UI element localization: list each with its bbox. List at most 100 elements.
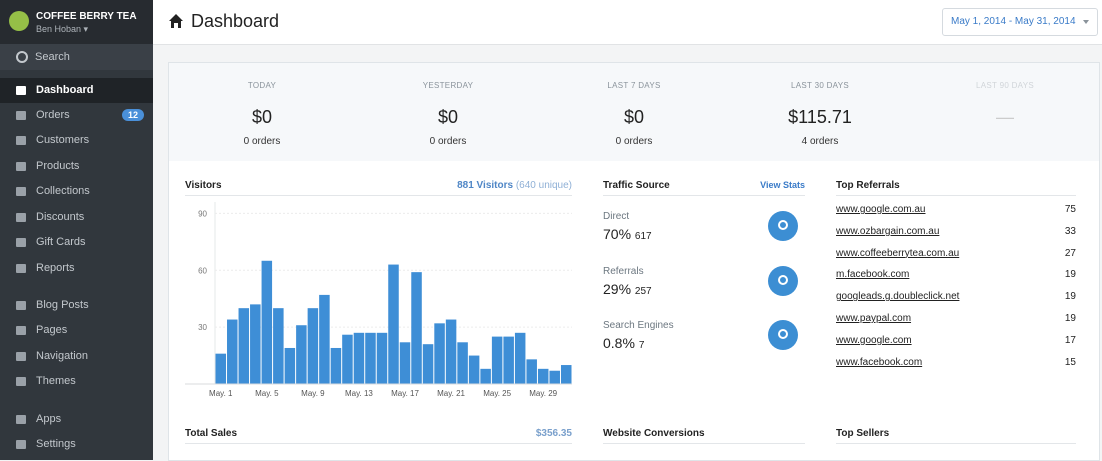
referral-site[interactable]: www.ozbargain.com.au xyxy=(836,225,940,237)
nav-item[interactable]: Pages xyxy=(0,318,153,343)
visitors-summary: 881 Visitors (640 unique) xyxy=(457,180,572,191)
source-count: 7 xyxy=(638,340,645,351)
x-tick-label: May. 25 xyxy=(483,389,511,398)
bar xyxy=(503,336,514,384)
source-percent: 70% xyxy=(603,226,632,242)
referral-site[interactable]: www.coffeeberrytea.com.au xyxy=(836,247,960,259)
referral-count: 19 xyxy=(1064,269,1076,281)
nav-icon xyxy=(16,352,26,361)
stat-orders: 0 orders xyxy=(243,136,281,147)
date-range: May 1, 2014 - May 31, 2014 xyxy=(951,16,1076,27)
divider xyxy=(603,443,805,444)
stat-value: $0 xyxy=(623,107,645,127)
store-header[interactable]: COFFEE BERRY TEA Ben Hoban ▾ xyxy=(0,0,153,44)
nav-item[interactable]: Gift Cards xyxy=(0,230,153,255)
nav-item[interactable]: Themes xyxy=(0,369,153,394)
bar xyxy=(491,336,503,384)
nav-item[interactable]: Collections xyxy=(0,179,153,204)
stat-period: LAST 90 DAYS xyxy=(976,81,1034,90)
bar xyxy=(422,344,434,384)
conversions-title: Website Conversions xyxy=(603,428,705,439)
bar xyxy=(284,347,296,384)
source-icon[interactable] xyxy=(768,265,798,296)
nav-label: Collections xyxy=(36,185,90,197)
bar xyxy=(250,304,261,384)
bar xyxy=(468,355,480,384)
source-stat: 0.8% 7 xyxy=(603,335,644,351)
bar xyxy=(307,308,319,384)
bar xyxy=(365,332,376,384)
bar xyxy=(376,332,388,384)
bar xyxy=(445,319,457,384)
icon-glyph xyxy=(778,274,788,285)
x-tick-label: May. 29 xyxy=(529,389,557,398)
visitors-chart: 30 60 90 May. 1 May. 5 May. 9 May. 13 May. 17 Ma… xyxy=(185,202,572,398)
referral-site[interactable]: m.facebook.com xyxy=(836,269,910,281)
referral-count: 27 xyxy=(1064,247,1076,259)
x-tick-label: May. 5 xyxy=(255,389,279,398)
nav-label: Products xyxy=(36,160,80,172)
nav-icon xyxy=(16,301,26,310)
bar xyxy=(238,308,250,384)
referral-site[interactable]: www.facebook.com xyxy=(836,356,923,368)
bar xyxy=(399,342,411,384)
bar xyxy=(514,332,526,384)
referral-site[interactable]: www.google.com.au xyxy=(836,204,926,215)
top-bar: Dashboard May 1, 2014 - May 31, 2014 xyxy=(153,0,1102,45)
nav-icon xyxy=(16,264,26,273)
nav-label: Gift Cards xyxy=(36,236,86,248)
y-tick-label: 30 xyxy=(198,323,207,332)
stat-period: YESTERDAY xyxy=(422,81,474,90)
referral-count: 75 xyxy=(1064,204,1076,215)
nav-item[interactable]: Customers xyxy=(0,128,153,153)
caret xyxy=(1083,20,1089,24)
referral-site[interactable]: www.google.com xyxy=(836,334,912,346)
divider xyxy=(603,195,805,196)
divider xyxy=(836,195,1076,196)
search-label: Search xyxy=(35,51,70,63)
bar xyxy=(342,334,353,384)
nav-item[interactable]: Discounts xyxy=(0,205,153,230)
nav-label: Navigation xyxy=(36,350,88,362)
nav-icon xyxy=(16,213,26,222)
total-sales-title: Total Sales xyxy=(185,428,238,439)
bar xyxy=(296,325,307,384)
store-logo xyxy=(9,11,29,31)
nav-item[interactable]: Products xyxy=(0,154,153,179)
nav-label: Blog Posts xyxy=(36,299,89,311)
nav-item[interactable]: Dashboard xyxy=(0,78,153,103)
store-name: COFFEE BERRY TEA xyxy=(36,11,137,22)
nav-label: Settings xyxy=(36,438,76,450)
nav-item[interactable]: Navigation xyxy=(0,344,153,369)
y-tick-label: 90 xyxy=(198,209,207,218)
nav-item[interactable]: Settings xyxy=(0,432,153,457)
referral-site[interactable]: www.paypal.com xyxy=(836,313,912,324)
search-box[interactable]: Search xyxy=(0,44,153,70)
nav-label: Pages xyxy=(36,324,68,336)
bar xyxy=(411,272,422,384)
nav-item[interactable]: Orders 12 xyxy=(0,103,153,128)
source-icon[interactable] xyxy=(768,320,798,350)
nav-item[interactable]: Reports xyxy=(0,256,153,281)
visitors-count: 881 Visitors xyxy=(457,180,514,191)
nav-badge: 12 xyxy=(121,109,144,121)
divider xyxy=(836,443,1076,444)
nav-item[interactable]: Apps xyxy=(0,407,153,432)
nav-label: Discounts xyxy=(36,211,85,223)
nav-icon xyxy=(16,415,26,424)
nav-item[interactable]: Blog Posts xyxy=(0,293,153,318)
source-icon[interactable] xyxy=(768,211,798,241)
bar xyxy=(353,332,365,384)
view-stats-link[interactable]: View Stats xyxy=(760,180,805,190)
stat-orders: 0 orders xyxy=(615,136,653,147)
referral-count: 19 xyxy=(1064,291,1076,303)
x-tick-label: May. 13 xyxy=(345,389,373,398)
nav-icon xyxy=(16,187,26,196)
date-range-button[interactable]: May 1, 2014 - May 31, 2014 xyxy=(942,8,1098,36)
referral-site[interactable]: googleads.g.doubleclick.net xyxy=(836,291,960,303)
nav-icon xyxy=(16,326,26,335)
stat-orders: 0 orders xyxy=(429,136,467,147)
page-title: Dashboard xyxy=(191,11,280,31)
referral-count: 15 xyxy=(1064,356,1076,368)
stat-value: $115.71 xyxy=(788,107,852,127)
